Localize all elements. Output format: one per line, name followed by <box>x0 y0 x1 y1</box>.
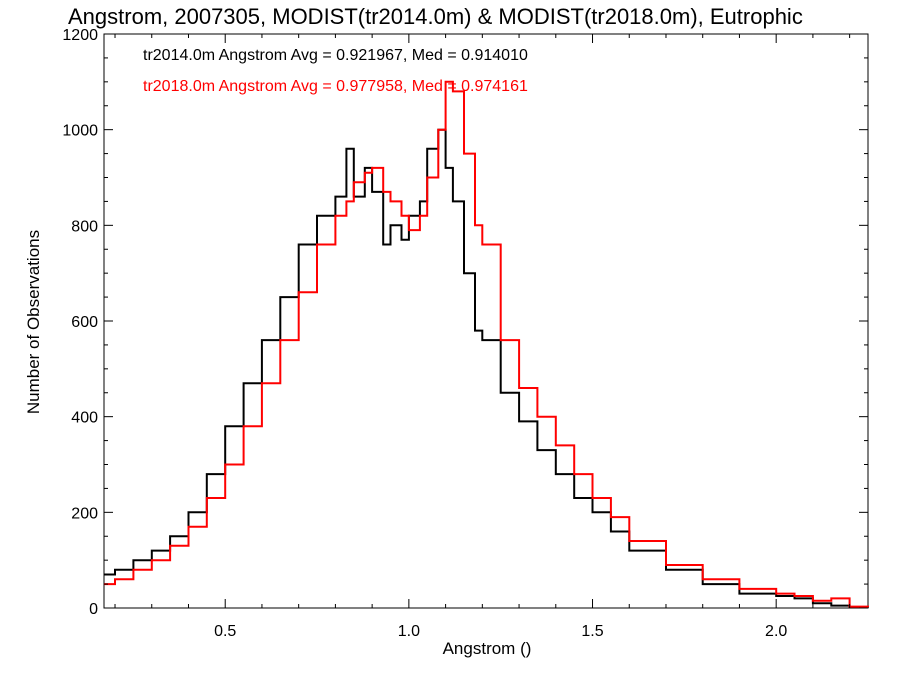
y-axis-ticks: 0 200 400 600 800 1000 1200 <box>62 27 868 618</box>
annotation-black-series: tr2014.0m Angstrom Avg = 0.921967, Med =… <box>143 47 528 64</box>
chart-title: Angstrom, 2007305, MODIST(tr2014.0m) & M… <box>68 4 803 29</box>
x-axis-ticks: 0.5 1.0 1.5 2.0 <box>114 34 851 640</box>
y-tick-label: 200 <box>71 505 98 522</box>
series-line-1 <box>104 80 869 608</box>
x-axis-label: Angstrom () <box>443 639 532 658</box>
x-tick-label: 1.0 <box>398 623 420 640</box>
y-tick-label: 800 <box>71 218 98 235</box>
x-tick-label: 1.5 <box>581 623 603 640</box>
series-layer <box>104 80 869 608</box>
x-tick-label: 0.5 <box>214 623 236 640</box>
y-tick-label: 1000 <box>62 123 98 140</box>
y-tick-label: 600 <box>71 314 98 331</box>
y-tick-label: 0 <box>89 601 98 618</box>
x-tick-label: 2.0 <box>765 623 787 640</box>
series-line-0 <box>104 128 869 608</box>
y-tick-label: 1200 <box>62 27 98 44</box>
y-axis-label: Number of Observations <box>24 230 43 414</box>
annotation-red-series: tr2018.0m Angstrom Avg = 0.977958, Med =… <box>143 78 528 95</box>
plot-area <box>103 33 869 609</box>
plot-frame <box>103 33 869 609</box>
y-tick-label: 400 <box>71 410 98 427</box>
